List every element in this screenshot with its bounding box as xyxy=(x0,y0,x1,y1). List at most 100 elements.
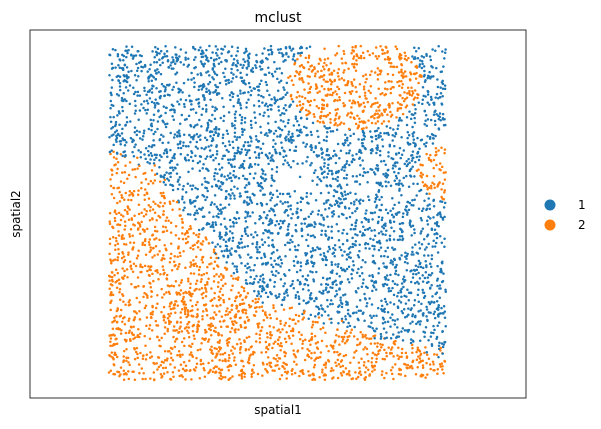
data-point-cluster-2 xyxy=(191,342,194,346)
data-point-cluster-1 xyxy=(200,146,203,150)
data-point-cluster-2 xyxy=(433,353,436,356)
data-point-cluster-1 xyxy=(381,138,384,141)
data-point-cluster-2 xyxy=(219,374,223,377)
data-point-cluster-1 xyxy=(371,289,374,293)
data-point-cluster-2 xyxy=(169,312,173,315)
data-point-cluster-2 xyxy=(136,352,139,356)
data-point-cluster-1 xyxy=(419,232,422,235)
data-point-cluster-1 xyxy=(347,144,350,147)
data-point-cluster-1 xyxy=(235,221,238,224)
data-point-cluster-2 xyxy=(249,353,253,356)
data-point-cluster-2 xyxy=(265,363,269,366)
data-point-cluster-2 xyxy=(229,349,233,352)
data-point-cluster-2 xyxy=(400,68,403,72)
data-point-cluster-1 xyxy=(137,149,140,152)
data-point-cluster-2 xyxy=(321,120,325,124)
data-point-cluster-1 xyxy=(279,278,283,281)
data-point-cluster-2 xyxy=(221,284,225,288)
data-point-cluster-1 xyxy=(267,223,270,227)
data-point-cluster-1 xyxy=(249,137,253,140)
data-point-cluster-1 xyxy=(193,48,197,51)
data-point-cluster-2 xyxy=(313,66,316,69)
data-point-cluster-2 xyxy=(369,105,373,108)
data-point-cluster-1 xyxy=(230,80,233,83)
data-point-cluster-1 xyxy=(205,155,209,158)
data-point-cluster-2 xyxy=(172,325,176,328)
data-point-cluster-2 xyxy=(144,238,147,241)
data-point-cluster-1 xyxy=(400,254,403,257)
data-point-cluster-2 xyxy=(169,257,172,260)
data-point-cluster-1 xyxy=(248,52,251,56)
data-point-cluster-2 xyxy=(288,324,291,328)
data-point-cluster-1 xyxy=(145,112,148,115)
data-point-cluster-2 xyxy=(178,284,181,287)
data-point-cluster-2 xyxy=(429,367,432,371)
data-point-cluster-2 xyxy=(162,361,165,364)
data-point-cluster-1 xyxy=(278,293,281,296)
data-point-cluster-1 xyxy=(305,160,308,163)
data-point-cluster-2 xyxy=(425,152,428,156)
data-point-cluster-2 xyxy=(137,363,141,366)
data-point-cluster-1 xyxy=(339,281,342,284)
data-point-cluster-2 xyxy=(351,102,354,105)
data-point-cluster-1 xyxy=(401,184,405,187)
data-point-cluster-1 xyxy=(133,99,137,103)
data-point-cluster-1 xyxy=(261,280,265,283)
data-point-cluster-1 xyxy=(433,316,437,320)
data-point-cluster-1 xyxy=(111,78,114,82)
data-point-cluster-1 xyxy=(323,254,326,258)
data-point-cluster-2 xyxy=(327,349,330,353)
data-point-cluster-1 xyxy=(114,120,118,124)
data-point-cluster-1 xyxy=(298,302,301,306)
data-point-cluster-1 xyxy=(135,129,139,133)
data-point-cluster-1 xyxy=(303,283,306,286)
data-point-cluster-2 xyxy=(431,181,434,185)
data-point-cluster-2 xyxy=(357,56,361,60)
data-point-cluster-2 xyxy=(212,250,216,254)
data-point-cluster-1 xyxy=(385,302,389,306)
data-point-cluster-1 xyxy=(389,259,393,262)
data-point-cluster-1 xyxy=(127,48,130,52)
data-point-cluster-1 xyxy=(374,134,378,138)
data-point-cluster-1 xyxy=(316,155,319,158)
data-point-cluster-2 xyxy=(340,335,344,339)
data-point-cluster-2 xyxy=(269,331,272,334)
data-point-cluster-1 xyxy=(147,154,151,157)
data-point-cluster-2 xyxy=(111,356,114,359)
data-point-cluster-1 xyxy=(410,154,413,157)
data-point-cluster-1 xyxy=(266,48,270,52)
data-point-cluster-2 xyxy=(442,372,445,375)
data-point-cluster-1 xyxy=(137,75,140,78)
data-point-cluster-2 xyxy=(191,324,195,328)
data-point-cluster-2 xyxy=(415,169,419,172)
data-point-cluster-2 xyxy=(290,97,294,101)
data-point-cluster-1 xyxy=(271,154,274,157)
data-point-cluster-1 xyxy=(309,163,312,167)
data-point-cluster-1 xyxy=(384,208,388,212)
data-point-cluster-1 xyxy=(392,238,396,241)
data-point-cluster-1 xyxy=(229,225,232,228)
data-point-cluster-2 xyxy=(386,113,389,116)
data-point-cluster-2 xyxy=(291,329,295,333)
data-point-cluster-1 xyxy=(182,144,185,147)
data-point-cluster-1 xyxy=(430,254,434,257)
data-point-cluster-1 xyxy=(286,91,289,94)
data-point-cluster-1 xyxy=(164,88,167,91)
data-point-cluster-1 xyxy=(273,70,277,73)
data-point-cluster-2 xyxy=(356,337,359,341)
data-point-cluster-2 xyxy=(226,325,230,328)
data-point-cluster-1 xyxy=(402,176,406,180)
data-point-cluster-2 xyxy=(115,239,118,243)
data-point-cluster-1 xyxy=(261,243,265,247)
data-point-cluster-2 xyxy=(362,88,366,91)
data-point-cluster-1 xyxy=(162,152,166,155)
data-point-cluster-1 xyxy=(372,171,376,174)
data-point-cluster-1 xyxy=(441,87,445,90)
data-point-cluster-1 xyxy=(434,96,437,99)
data-point-cluster-2 xyxy=(185,291,188,295)
data-point-cluster-1 xyxy=(292,53,296,56)
data-point-cluster-1 xyxy=(363,319,366,322)
data-point-cluster-1 xyxy=(394,272,397,276)
data-point-cluster-1 xyxy=(233,185,236,188)
data-point-cluster-2 xyxy=(301,339,305,343)
